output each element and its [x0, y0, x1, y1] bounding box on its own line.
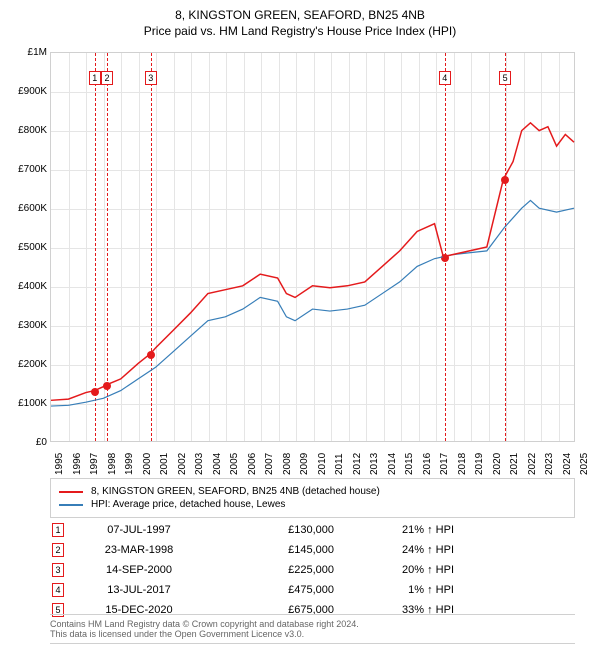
x-tick-label: 2017	[439, 453, 450, 475]
x-tick-label: 2025	[579, 453, 590, 475]
x-tick-label: 2011	[334, 453, 345, 475]
sale-row-badge: 4	[52, 583, 64, 597]
line-layer	[51, 53, 574, 441]
sale-row: 314-SEP-2000£225,00020% ↑ HPI	[50, 560, 575, 580]
sale-row: 413-JUL-2017£475,0001% ↑ HPI	[50, 580, 575, 600]
sale-hpi: 21% ↑ HPI	[334, 524, 454, 536]
sale-hpi: 24% ↑ HPI	[334, 544, 454, 556]
sale-row-badge: 2	[52, 543, 64, 557]
y-tick-label: £200K	[1, 359, 47, 370]
sale-hpi: 20% ↑ HPI	[334, 564, 454, 576]
x-tick-label: 2018	[457, 453, 468, 475]
footer-line-1: Contains HM Land Registry data © Crown c…	[50, 619, 575, 629]
sale-date: 23-MAR-1998	[64, 544, 214, 556]
x-tick-label: 1996	[72, 453, 83, 475]
x-tick-label: 2012	[352, 453, 363, 475]
y-tick-label: £100K	[1, 398, 47, 409]
x-tick-label: 2023	[544, 453, 555, 475]
sale-hpi: 1% ↑ HPI	[334, 584, 454, 596]
legend-swatch	[59, 504, 83, 506]
y-tick-label: £800K	[1, 125, 47, 136]
footer-attribution: Contains HM Land Registry data © Crown c…	[50, 614, 575, 644]
sale-price: £475,000	[214, 584, 334, 596]
sale-row: 223-MAR-1998£145,00024% ↑ HPI	[50, 540, 575, 560]
x-tick-label: 1999	[124, 453, 135, 475]
x-tick-label: 2015	[404, 453, 415, 475]
x-tick-label: 2009	[299, 453, 310, 475]
x-tick-label: 2007	[264, 453, 275, 475]
x-tick-label: 2003	[194, 453, 205, 475]
legend-item: 8, KINGSTON GREEN, SEAFORD, BN25 4NB (de…	[59, 485, 566, 498]
y-tick-label: £500K	[1, 242, 47, 253]
x-tick-label: 2001	[159, 453, 170, 475]
x-tick-label: 1998	[107, 453, 118, 475]
x-tick-label: 2020	[492, 453, 503, 475]
sale-row-badge: 1	[52, 523, 64, 537]
x-tick-label: 2006	[247, 453, 258, 475]
sale-date: 07-JUL-1997	[64, 524, 214, 536]
property-line	[51, 123, 574, 400]
x-tick-label: 1995	[54, 453, 65, 475]
legend-box: 8, KINGSTON GREEN, SEAFORD, BN25 4NB (de…	[50, 478, 575, 518]
x-tick-label: 2008	[282, 453, 293, 475]
x-tick-label: 2022	[527, 453, 538, 475]
chart-container: 8, KINGSTON GREEN, SEAFORD, BN25 4NB Pri…	[0, 0, 600, 650]
y-tick-label: £300K	[1, 320, 47, 331]
y-tick-label: £400K	[1, 281, 47, 292]
sales-table: 107-JUL-1997£130,00021% ↑ HPI223-MAR-199…	[50, 520, 575, 620]
sale-price: £225,000	[214, 564, 334, 576]
x-tick-label: 2005	[229, 453, 240, 475]
y-tick-label: £700K	[1, 164, 47, 175]
x-tick-label: 2014	[387, 453, 398, 475]
legend-item: HPI: Average price, detached house, Lewe…	[59, 498, 566, 511]
y-tick-label: £1M	[1, 47, 47, 58]
y-tick-label: £900K	[1, 86, 47, 97]
sale-price: £130,000	[214, 524, 334, 536]
legend-label: HPI: Average price, detached house, Lewe…	[91, 499, 285, 510]
chart-subtitle: Price paid vs. HM Land Registry's House …	[0, 22, 600, 38]
sale-date: 13-JUL-2017	[64, 584, 214, 596]
x-tick-label: 2024	[562, 453, 573, 475]
legend-swatch	[59, 491, 83, 493]
sale-row: 107-JUL-1997£130,00021% ↑ HPI	[50, 520, 575, 540]
x-tick-label: 2019	[474, 453, 485, 475]
x-tick-label: 2021	[509, 453, 520, 475]
sale-row-badge: 3	[52, 563, 64, 577]
x-tick-label: 2004	[212, 453, 223, 475]
y-tick-label: £0	[1, 437, 47, 448]
legend-label: 8, KINGSTON GREEN, SEAFORD, BN25 4NB (de…	[91, 486, 380, 497]
plot-area: £0£100K£200K£300K£400K£500K£600K£700K£80…	[50, 52, 575, 442]
chart-title: 8, KINGSTON GREEN, SEAFORD, BN25 4NB	[0, 0, 600, 22]
y-tick-label: £600K	[1, 203, 47, 214]
sale-date: 14-SEP-2000	[64, 564, 214, 576]
sale-price: £145,000	[214, 544, 334, 556]
footer-line-2: This data is licensed under the Open Gov…	[50, 629, 575, 639]
x-tick-label: 2002	[177, 453, 188, 475]
x-tick-label: 2010	[317, 453, 328, 475]
x-tick-label: 2016	[422, 453, 433, 475]
x-tick-label: 2013	[369, 453, 380, 475]
hpi-line	[51, 200, 574, 406]
x-tick-label: 1997	[89, 453, 100, 475]
x-tick-label: 2000	[142, 453, 153, 475]
